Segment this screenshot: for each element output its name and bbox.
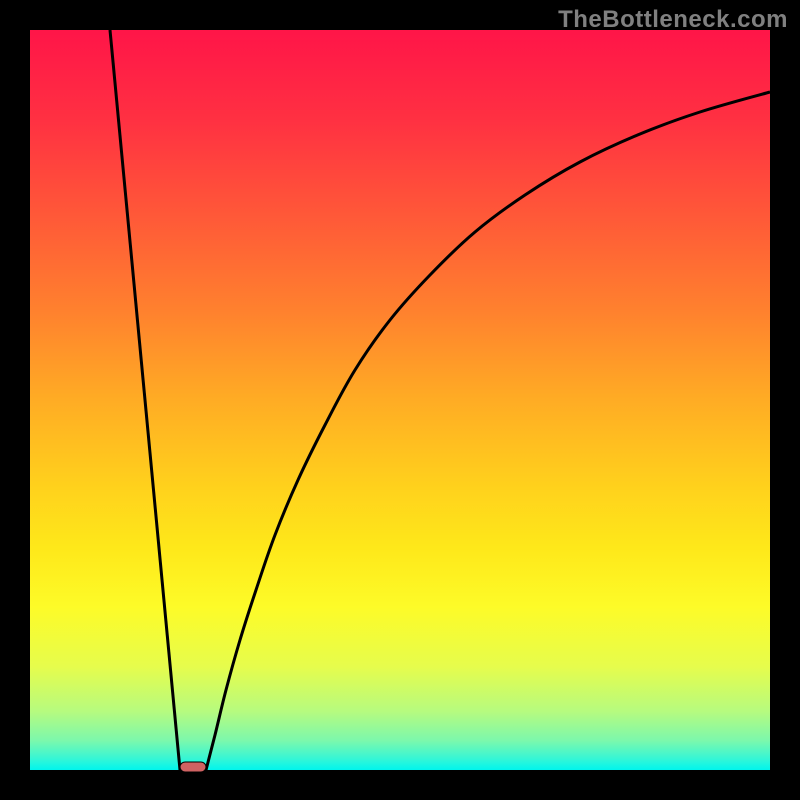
chart-container: TheBottleneck.com xyxy=(0,0,800,800)
plot-background xyxy=(30,30,770,770)
chart-svg xyxy=(0,0,800,800)
minimum-marker xyxy=(180,762,206,772)
watermark-text: TheBottleneck.com xyxy=(558,6,788,34)
